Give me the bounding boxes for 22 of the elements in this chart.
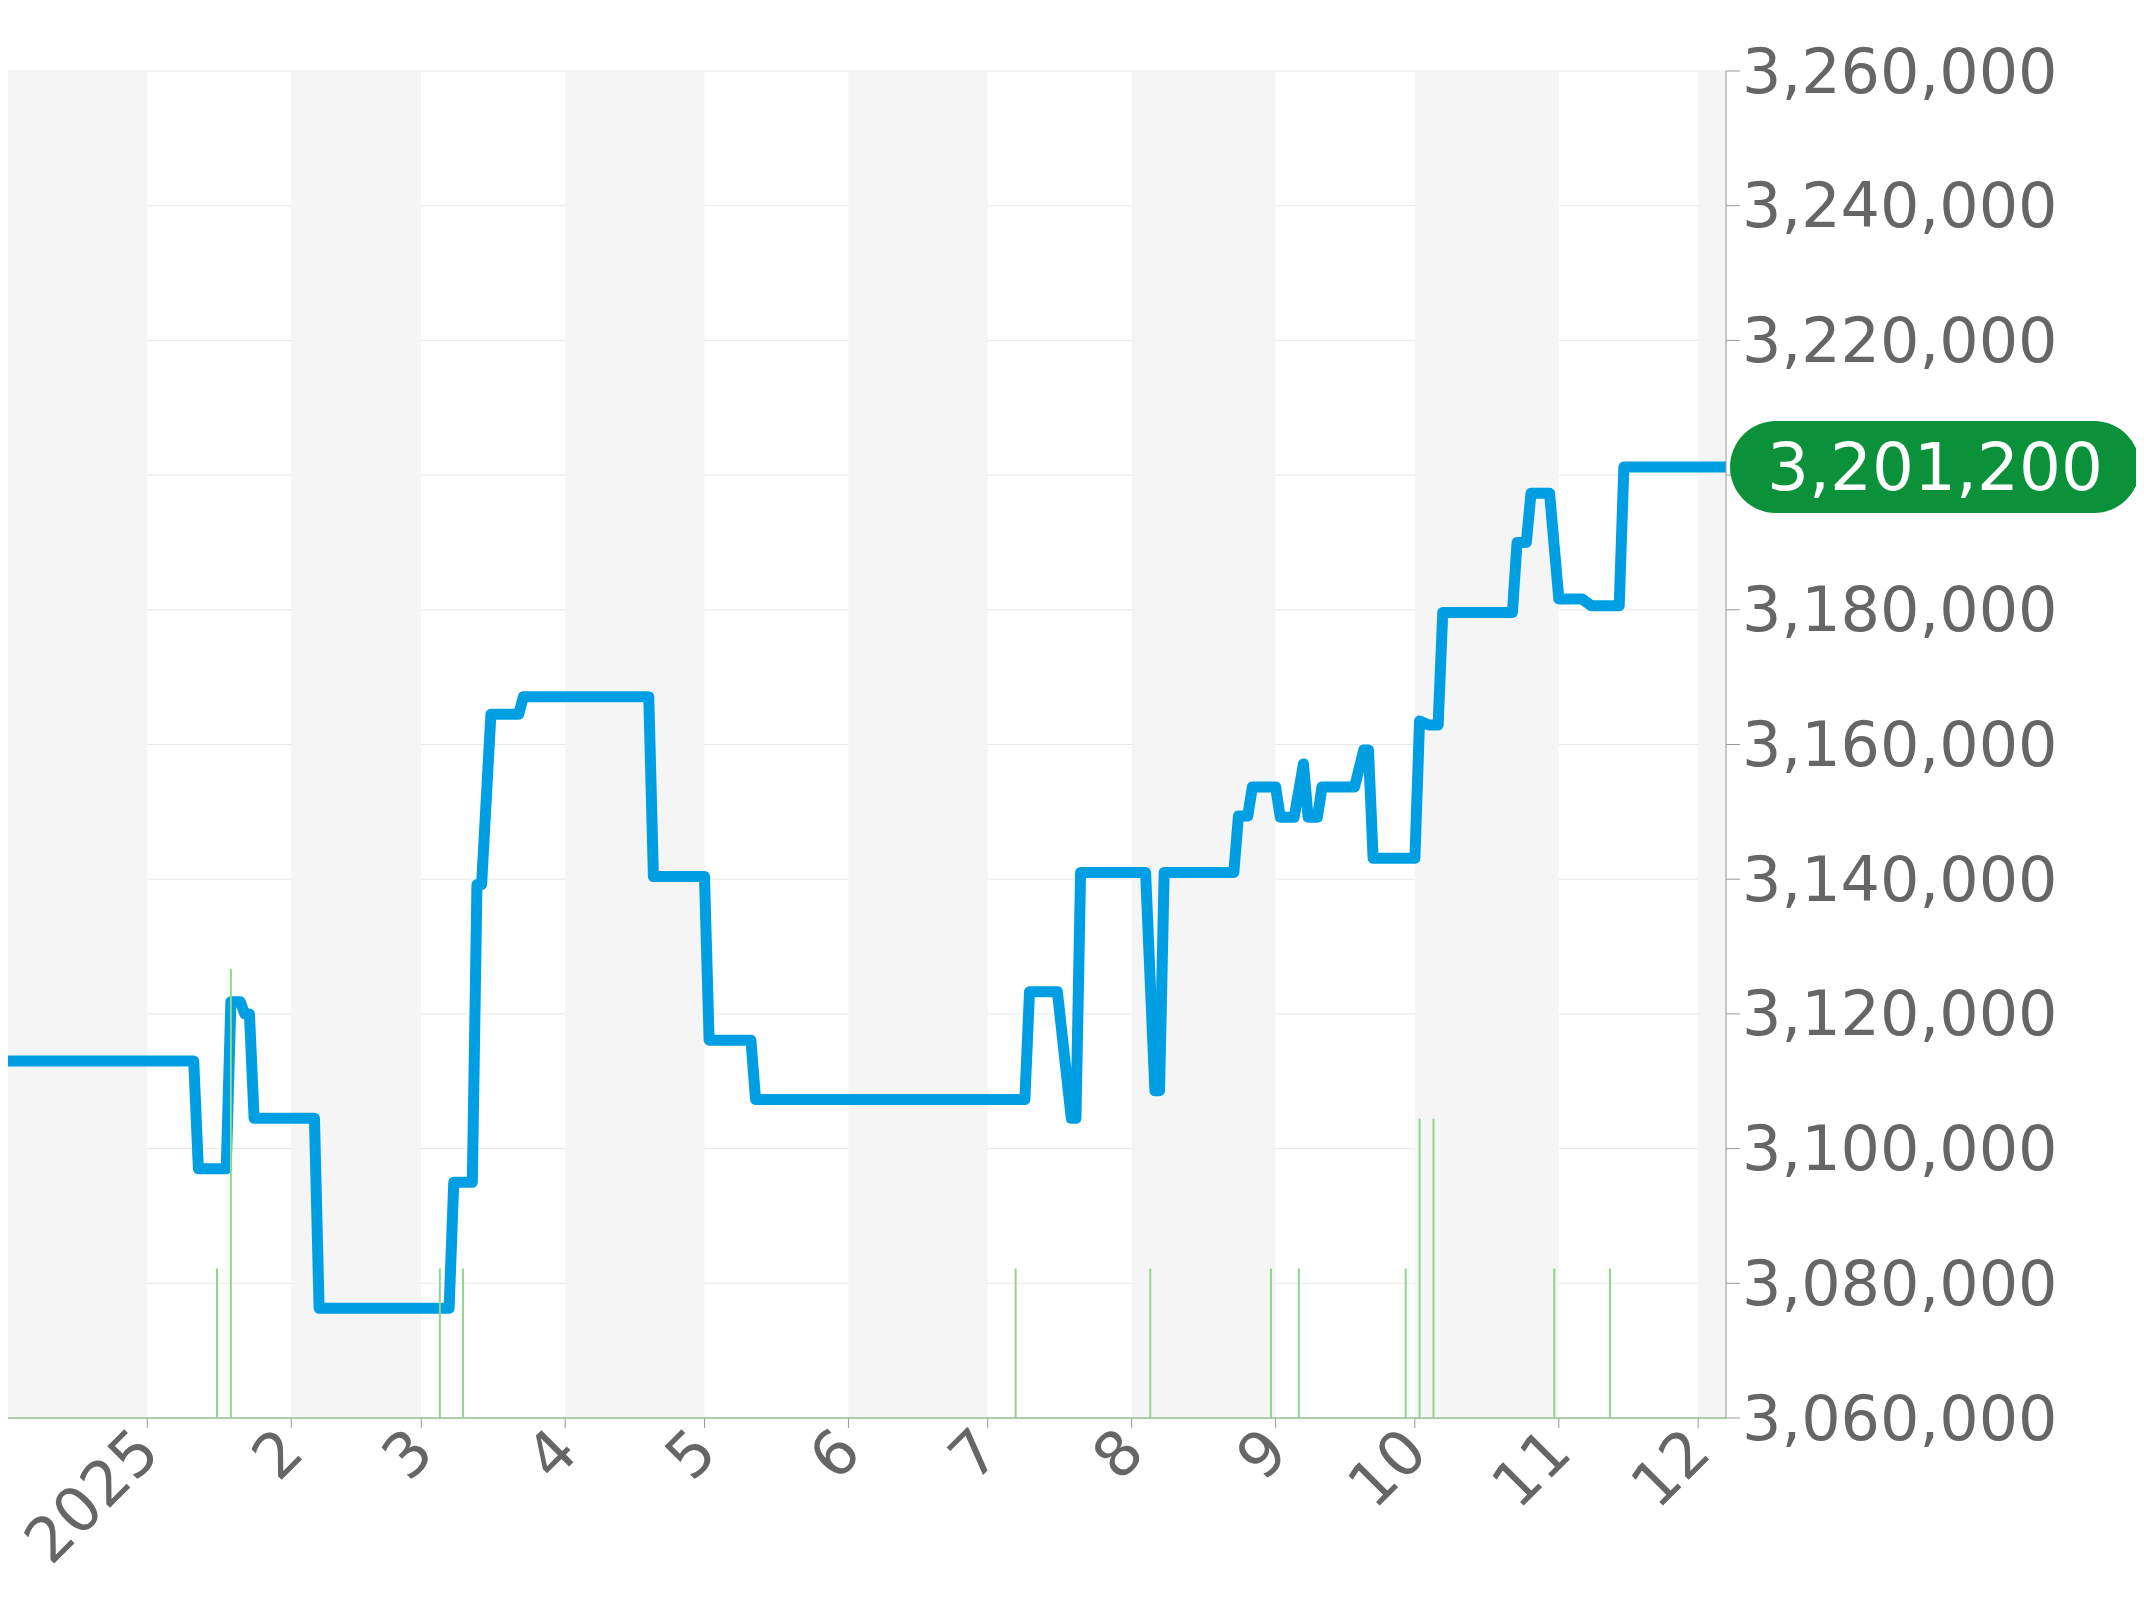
y-tick-label: 3,080,000: [1742, 1246, 2058, 1320]
y-tick-label: 3,060,000: [1742, 1381, 2058, 1455]
data-label: 3,201,200: [1767, 428, 2103, 506]
y-tick-label: 3,260,000: [1742, 34, 2058, 108]
x-tick-label: 6: [794, 1414, 875, 1494]
x-tick-label: 12: [1616, 1414, 1724, 1522]
y-tick-label: 3,240,000: [1742, 169, 2058, 243]
x-tick-label: 10: [1333, 1414, 1441, 1522]
x-tick-label: 7: [934, 1414, 1014, 1494]
y-tick-label: 3,100,000: [1742, 1112, 2058, 1186]
x-tick-label: 9: [1221, 1414, 1302, 1494]
x-tick-label: 5: [650, 1414, 731, 1494]
x-tick-label: 11: [1477, 1414, 1585, 1522]
x-tick-label: 3: [367, 1414, 448, 1494]
y-tick-label: 3,120,000: [1742, 977, 2058, 1051]
y-tick-label: 3,160,000: [1742, 708, 2058, 781]
x-tick-label: 8: [1077, 1414, 1158, 1494]
x-tick-label: 4: [511, 1414, 591, 1494]
y-tick-label: 3,180,000: [1742, 573, 2058, 647]
y-tick-label: 3,140,000: [1742, 842, 2058, 916]
x-tick-label: 2: [237, 1414, 318, 1494]
y-tick-label: 3,220,000: [1742, 303, 2058, 377]
